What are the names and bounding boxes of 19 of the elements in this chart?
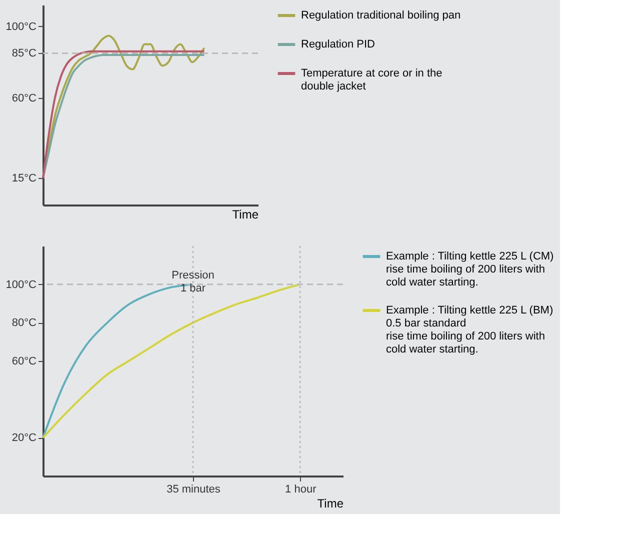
legend-label: Regulation PID [301,38,376,50]
y-tick-label: 100°C [6,20,37,33]
y-tick-label: 85°C [12,48,37,60]
legend-label: Regulation traditional boiling pan [301,10,461,22]
y-tick-label: 80°C [12,317,37,330]
x-axis-title: Time [317,496,344,510]
y-tick-label: 20°C [12,432,37,444]
y-tick-label: 15°C [12,172,37,185]
y-tick-label: 60°C [12,92,37,104]
line-series [42,283,302,439]
legend-label: Temperature at core or in the double jacket [301,68,442,92]
x-axis-title: Time [232,208,259,222]
y-tick-label: 60°C [12,356,37,368]
annotation: Pression 1 bar [172,269,214,294]
x-tick-label: 1 hour [285,484,317,496]
y-tick-label: 100°C [6,278,37,291]
legend-label: Example : Tilting kettle 225 L (CM) rise time boiling of 200 liters with cold water starting. [386,250,554,288]
x-tick-label: 35 minutes [166,484,221,496]
legend-label: Example : Tilting kettle 225 L (BM) 0.5 bar standard rise time boiling of 200 liters with cold water starting. [386,304,554,356]
